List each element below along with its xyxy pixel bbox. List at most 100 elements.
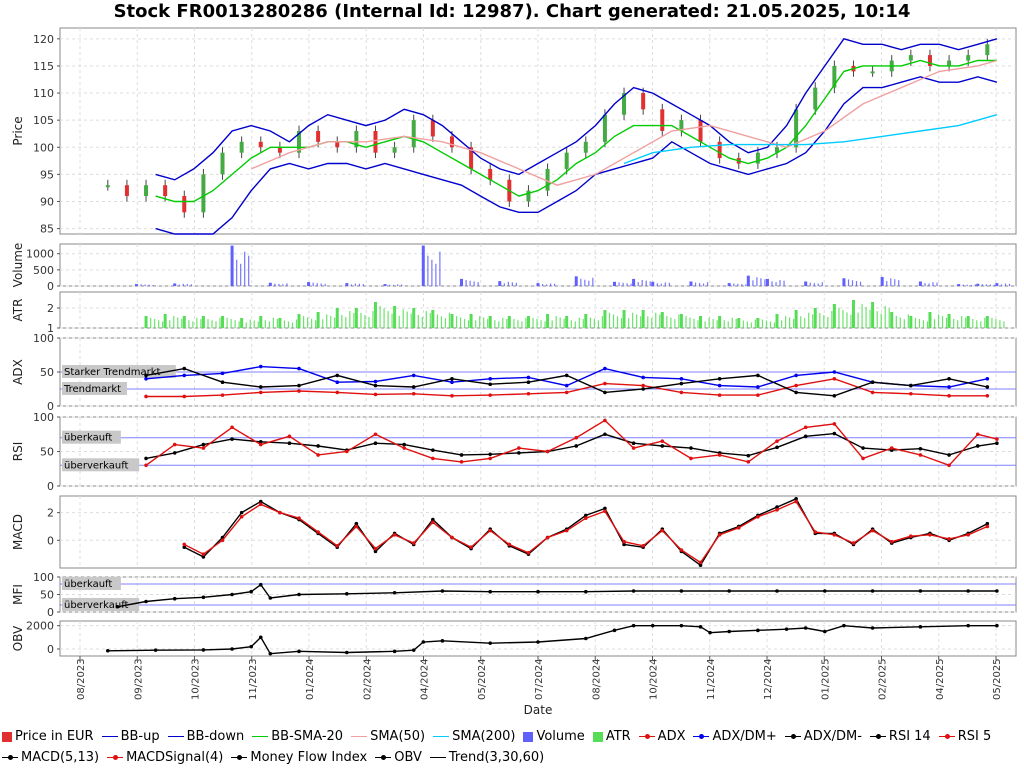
bar-atr-minor — [311, 318, 313, 328]
bar-atr-minor — [976, 320, 978, 328]
threshold-label-bg — [62, 430, 121, 444]
y-axis-label: OBV — [11, 625, 25, 651]
series-point — [870, 589, 875, 593]
y-tick-label: 110 — [33, 87, 54, 100]
legend-item: BB-up — [101, 726, 160, 747]
bar-volume-minor — [649, 281, 651, 286]
bar-atr-minor — [215, 321, 217, 328]
series-point — [975, 432, 980, 437]
series-point — [316, 444, 320, 448]
bar-volume-minor — [809, 282, 811, 286]
series-line — [107, 624, 997, 655]
series-point — [650, 623, 655, 628]
bar-atr-minor — [536, 319, 538, 328]
candle-body — [277, 147, 282, 153]
bar-volume-minor — [936, 282, 938, 286]
bar-atr-minor — [869, 309, 871, 328]
series-line — [155, 76, 998, 235]
series-point — [803, 425, 808, 430]
series-point — [689, 446, 693, 450]
legend-label: Volume — [536, 729, 585, 744]
candle-body — [870, 71, 875, 74]
bar-atr-minor — [601, 316, 603, 328]
bar-volume-minor — [698, 283, 701, 286]
series-point — [182, 394, 187, 399]
candle-body — [392, 147, 397, 153]
series-point — [794, 383, 798, 388]
bar-volume — [632, 278, 636, 286]
bar-volume-minor — [588, 280, 590, 286]
series-point — [698, 625, 703, 629]
bar-volume-minor — [511, 282, 513, 286]
series-point — [201, 552, 206, 556]
bar-volume-minor — [278, 283, 280, 286]
series-point — [144, 599, 148, 604]
series-point — [679, 623, 684, 628]
bar-atr-minor — [781, 320, 783, 328]
bar-volume-minor — [694, 282, 697, 286]
bar-volume-minor — [645, 280, 647, 286]
bar-atr-minor — [880, 313, 882, 328]
candle-body — [755, 152, 760, 164]
bar-atr-minor — [831, 311, 833, 328]
bar-atr-minor — [257, 321, 259, 328]
bar-atr-minor — [234, 320, 236, 328]
legend-item: ADX — [638, 726, 685, 747]
bar-volume-minor — [439, 251, 441, 286]
bar-atr-minor — [417, 315, 419, 328]
series-point — [239, 510, 244, 515]
bar-atr — [431, 310, 435, 328]
bar-atr — [679, 314, 683, 328]
legend-label: BB-down — [186, 729, 245, 744]
bar-atr-minor — [574, 321, 576, 328]
x-tick-label: 02/2025 — [878, 658, 889, 700]
series-point — [832, 431, 837, 436]
y-tick-label: 100 — [33, 571, 54, 584]
legend-label: ADX/DM- — [803, 729, 862, 744]
series-point — [258, 502, 263, 507]
series-point — [975, 444, 980, 448]
bar-atr — [985, 316, 989, 328]
series-point — [564, 373, 569, 378]
bar-atr-minor — [808, 312, 810, 328]
panel-atr: 1 2 ATR — [11, 291, 1017, 335]
legend-label: OBV — [394, 750, 422, 765]
bar-atr-minor — [945, 317, 948, 328]
series-point — [411, 373, 416, 378]
candle-body — [717, 141, 722, 159]
series-point — [794, 390, 798, 395]
series-point — [603, 366, 607, 371]
bar-atr — [603, 310, 607, 328]
candle-body — [201, 174, 206, 213]
series-point — [258, 635, 263, 640]
bar-volume-minor — [656, 283, 658, 286]
bar-atr-minor — [659, 314, 661, 328]
bar-volume-minor — [993, 284, 995, 286]
series-point — [488, 377, 493, 381]
legend-swatch — [167, 736, 184, 737]
bar-atr — [259, 316, 263, 328]
legend-label: ADX/DM+ — [712, 729, 777, 744]
series-point — [679, 377, 684, 381]
bar-atr-minor — [551, 320, 553, 328]
series-point — [698, 563, 703, 568]
series-point — [966, 623, 970, 628]
y-tick-label: 105 — [33, 114, 54, 127]
bar-atr-minor — [188, 320, 190, 328]
bar-atr-minor — [922, 320, 925, 328]
bar-atr-minor — [999, 320, 1001, 328]
legend-item: SMA(50) — [351, 726, 425, 747]
series-point — [440, 639, 445, 643]
series-point — [392, 649, 397, 654]
bar-atr-minor — [291, 322, 294, 328]
bar-atr — [584, 314, 588, 328]
series-point — [545, 449, 550, 454]
bar-atr — [373, 302, 377, 328]
x-tick-label: 09/2023 — [133, 658, 144, 700]
series-point — [431, 448, 435, 452]
series-point — [909, 534, 913, 538]
series-point — [679, 548, 684, 552]
series-point — [201, 446, 206, 450]
bar-atr-minor — [903, 319, 905, 328]
series-point — [622, 542, 626, 547]
